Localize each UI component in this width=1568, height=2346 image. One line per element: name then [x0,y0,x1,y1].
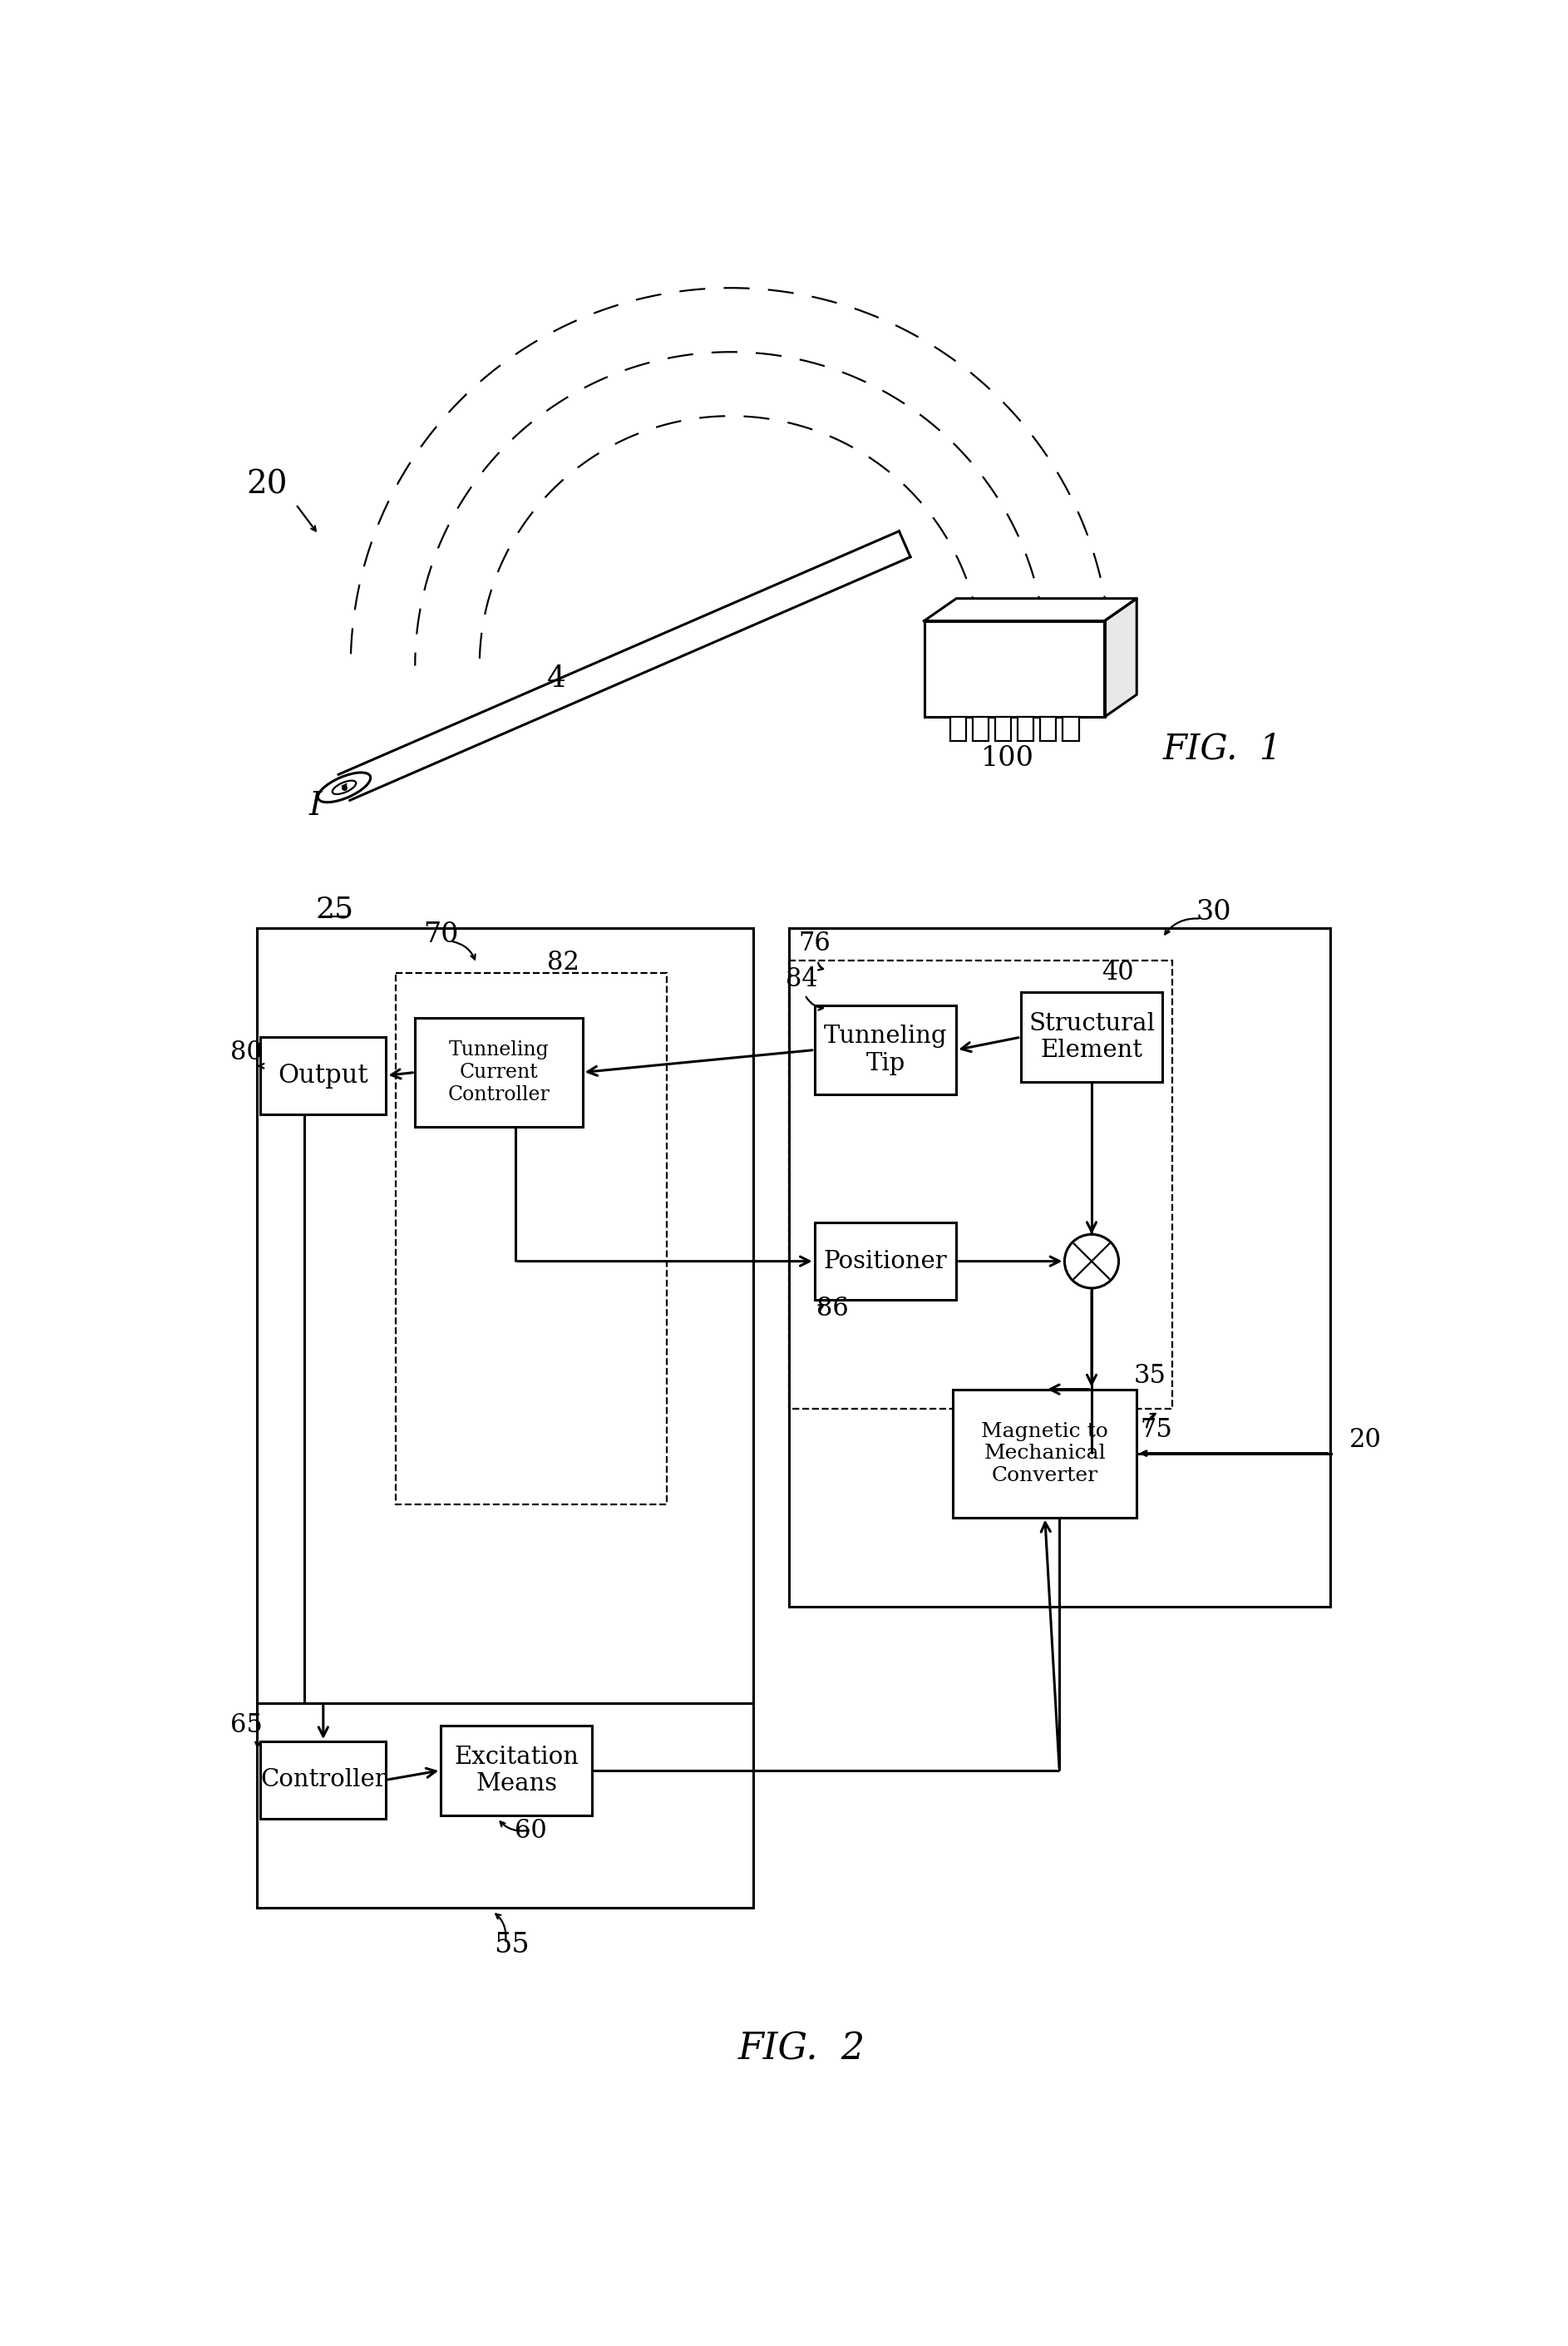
Text: FIG.  1: FIG. 1 [1162,732,1281,767]
Text: 20: 20 [1350,1426,1381,1452]
Text: 4: 4 [547,664,566,692]
Polygon shape [1104,598,1137,718]
Bar [260,1037,386,1114]
Text: 100: 100 [982,746,1035,772]
Bar [441,1727,593,1816]
Bar [924,622,1104,718]
Text: Magnetic to
Mechanical
Converter: Magnetic to Mechanical Converter [982,1422,1109,1485]
Text: 35: 35 [1134,1363,1167,1389]
Text: I: I [309,791,321,821]
Text: 60: 60 [514,1818,547,1844]
Text: 70: 70 [423,922,458,948]
Text: 86: 86 [817,1295,848,1321]
Text: 30: 30 [1196,899,1232,927]
Text: 76: 76 [798,931,831,957]
Text: FIG.  2: FIG. 2 [739,2032,866,2067]
Bar [257,929,753,1907]
Text: 75: 75 [1140,1417,1173,1443]
Bar [814,1222,956,1300]
Text: Tunneling
Current
Controller: Tunneling Current Controller [448,1042,550,1105]
Bar [814,1004,956,1096]
Text: 20: 20 [246,469,287,500]
Text: Output: Output [278,1063,368,1089]
Text: 82: 82 [547,950,580,976]
Polygon shape [924,598,1137,622]
Bar [1063,718,1079,741]
Bar [996,718,1011,741]
Bar [953,1389,1137,1518]
Bar [789,929,1330,1607]
Text: Positioner: Positioner [823,1250,947,1274]
Text: Tunneling
Tip: Tunneling Tip [823,1025,947,1074]
Bar [1040,718,1057,741]
Text: 40: 40 [1101,960,1134,985]
Bar [260,1741,386,1818]
Text: 55: 55 [494,1933,530,1959]
Text: 25: 25 [315,894,354,924]
Text: 84: 84 [786,967,818,992]
Text: 65: 65 [230,1713,262,1738]
Text: Controller: Controller [260,1769,386,1792]
Bar [1021,992,1162,1082]
Text: 80: 80 [230,1039,262,1065]
Bar [789,960,1173,1408]
Bar [416,1018,583,1126]
Bar [1018,718,1033,741]
Text: Excitation
Means: Excitation Means [455,1745,579,1795]
Bar [950,718,966,741]
Bar [395,974,666,1504]
Text: Structural
Element: Structural Element [1029,1011,1154,1063]
Bar [972,718,988,741]
